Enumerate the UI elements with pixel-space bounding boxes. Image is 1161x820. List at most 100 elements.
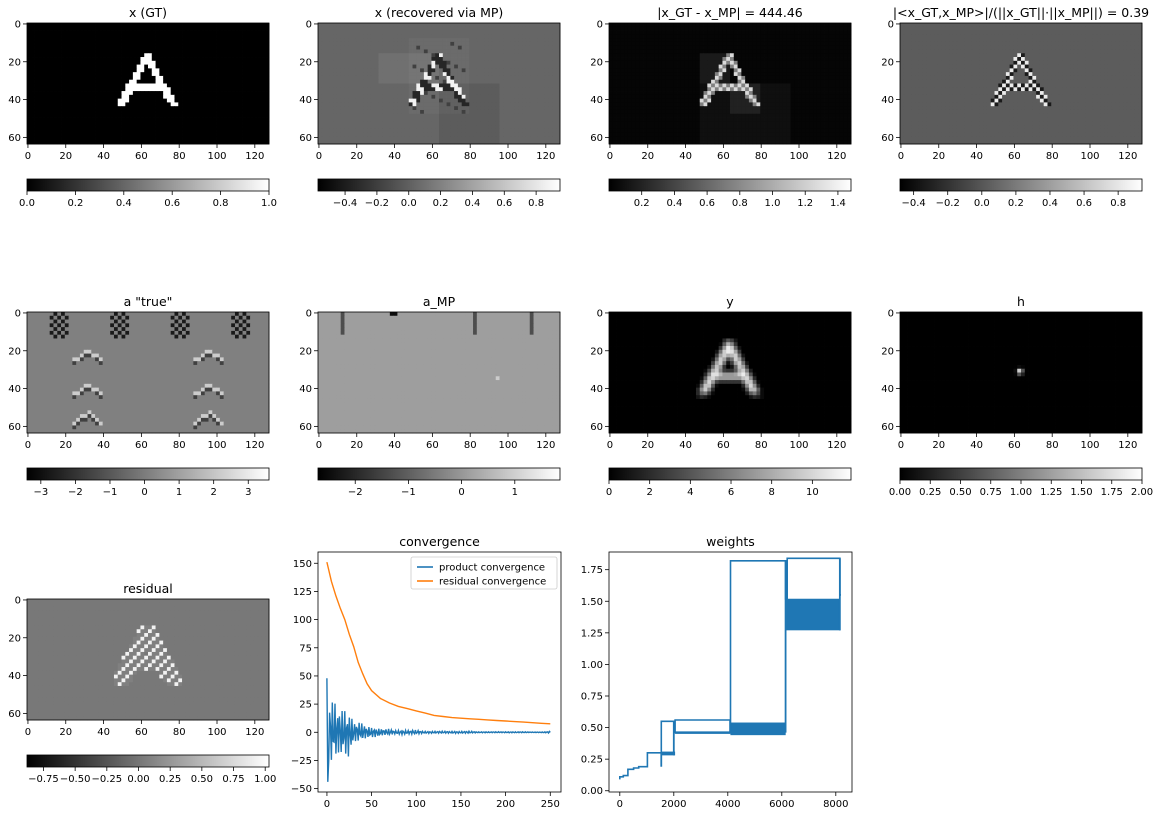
pixel [458, 129, 462, 133]
pixel [552, 31, 556, 35]
pixel [647, 68, 651, 72]
pixel [447, 106, 451, 110]
pixel [496, 80, 500, 84]
pixel [224, 57, 228, 61]
pixel [178, 65, 182, 69]
pixel [65, 95, 69, 99]
pixel [348, 118, 352, 122]
pixel [764, 68, 768, 72]
pixel [635, 57, 639, 61]
pixel [462, 53, 466, 57]
pixel [258, 65, 262, 69]
pixel [53, 95, 57, 99]
pixel [681, 49, 685, 53]
pixel [99, 114, 103, 118]
pixel [409, 121, 413, 125]
pixel [462, 136, 466, 140]
pixel [424, 72, 428, 76]
pixel [534, 99, 538, 103]
pixel [522, 121, 526, 125]
pixel [231, 34, 235, 38]
pixel [254, 38, 258, 42]
pixel [692, 65, 696, 69]
pixel [186, 27, 190, 31]
pixel [530, 34, 534, 38]
pixel [450, 42, 454, 46]
pixel [163, 34, 167, 38]
pixel [450, 87, 454, 91]
pixel [779, 42, 783, 46]
pixel [431, 34, 435, 38]
pixel [791, 31, 795, 35]
pixel [620, 53, 624, 57]
pixel [481, 80, 485, 84]
pixel [443, 80, 447, 84]
pixel [462, 23, 466, 27]
pixel [110, 68, 114, 72]
pixel [424, 31, 428, 35]
pixel [205, 34, 209, 38]
pixel [106, 49, 110, 53]
pixel [639, 49, 643, 53]
pixel [114, 65, 118, 69]
pixel [783, 57, 787, 61]
pixel [530, 91, 534, 95]
pixel [390, 129, 394, 133]
pixel [409, 87, 413, 91]
pixel [360, 110, 364, 114]
pixel [137, 102, 141, 106]
pixel [469, 84, 473, 88]
pixel [756, 68, 760, 72]
pixel [749, 53, 753, 57]
pixel [465, 110, 469, 114]
pixel [371, 133, 375, 137]
pixel [447, 68, 451, 72]
pixel [534, 76, 538, 80]
pixel [545, 125, 549, 129]
pixel [666, 68, 670, 72]
pixel [458, 65, 462, 69]
pixel [484, 68, 488, 72]
pixel [405, 49, 409, 53]
pixel [114, 76, 118, 80]
pixel [27, 31, 31, 35]
pixel [450, 72, 454, 76]
pixel [38, 129, 42, 133]
pixel [212, 53, 216, 57]
pixel [167, 72, 171, 76]
pixel [394, 72, 398, 76]
pixel [61, 99, 65, 103]
pixel [46, 102, 50, 106]
pixel [507, 121, 511, 125]
pixel [35, 76, 39, 80]
pixel [367, 61, 371, 65]
x-tick-label: 20 [59, 151, 72, 162]
pixel [371, 91, 375, 95]
pixel [821, 42, 825, 46]
pixel [431, 84, 435, 88]
pixel [643, 57, 647, 61]
pixel [72, 125, 76, 129]
pixel [35, 121, 39, 125]
pixel [791, 57, 795, 61]
pixel [394, 38, 398, 42]
pixel [832, 57, 836, 61]
pixel [825, 23, 829, 27]
pixel [500, 106, 504, 110]
pixel [379, 46, 383, 50]
pixel [439, 46, 443, 50]
image-xmp [318, 23, 560, 144]
pixel [322, 95, 326, 99]
pixel [530, 110, 534, 114]
pixel [35, 23, 39, 27]
pixel [258, 110, 262, 114]
pixel [613, 27, 617, 31]
pixel [322, 72, 326, 76]
pixel [515, 106, 519, 110]
pixel [133, 57, 137, 61]
pixel [174, 110, 178, 114]
pixel [205, 129, 209, 133]
pixel [326, 46, 330, 50]
pixel [118, 42, 122, 46]
pixel [496, 57, 500, 61]
